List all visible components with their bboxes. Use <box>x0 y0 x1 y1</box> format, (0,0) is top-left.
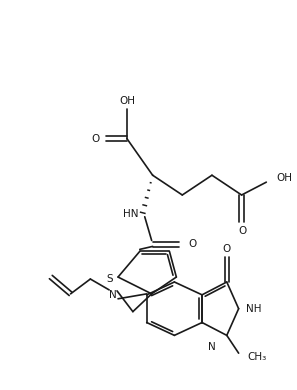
Text: OH: OH <box>276 173 292 183</box>
Text: NH: NH <box>246 304 261 314</box>
Text: O: O <box>238 225 247 236</box>
Text: OH: OH <box>119 96 135 106</box>
Text: HN: HN <box>123 209 139 219</box>
Text: N: N <box>208 342 216 352</box>
Text: S: S <box>106 274 113 284</box>
Text: N: N <box>109 290 117 300</box>
Text: O: O <box>223 245 231 254</box>
Text: O: O <box>188 239 197 250</box>
Text: CH₃: CH₃ <box>247 352 267 362</box>
Text: O: O <box>91 134 99 144</box>
